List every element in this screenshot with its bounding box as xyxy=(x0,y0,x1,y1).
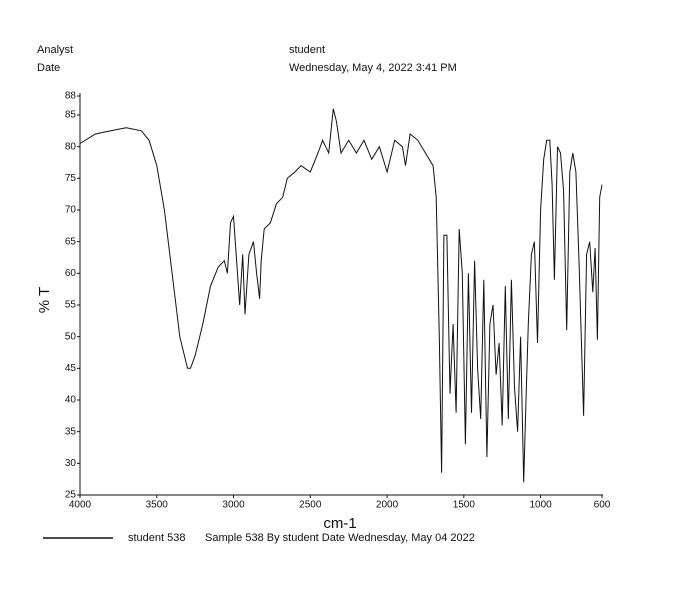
y-tick-label: 88 xyxy=(65,91,77,102)
x-tick-label: 1000 xyxy=(529,500,552,511)
header-label: Analyst xyxy=(37,44,73,56)
y-axis-label: % T xyxy=(36,287,53,313)
y-tick-label: 45 xyxy=(65,363,77,374)
x-axis-label: cm-1 xyxy=(323,515,356,532)
y-tick-label: 80 xyxy=(65,141,77,152)
x-tick-label: 4000 xyxy=(69,500,92,511)
x-tick-label: 2000 xyxy=(376,500,399,511)
legend-label: student 538 xyxy=(128,532,186,544)
x-tick-label: 2500 xyxy=(299,500,322,511)
y-tick-label: 70 xyxy=(65,205,77,216)
y-tick-label: 85 xyxy=(65,110,77,121)
y-tick-label: 25 xyxy=(65,490,77,501)
x-tick-label: 1500 xyxy=(453,500,476,511)
y-tick-label: 35 xyxy=(65,426,77,437)
x-tick-label: 3000 xyxy=(222,500,245,511)
spectrum-line xyxy=(79,108,603,483)
header-label: Date xyxy=(37,62,60,74)
y-tick-label: 50 xyxy=(65,331,77,342)
x-tick-label: 3500 xyxy=(146,500,169,511)
header-value: Wednesday, May 4, 2022 3:41 PM xyxy=(289,62,457,74)
header-value: student xyxy=(289,44,325,56)
x-tick-label: 600 xyxy=(594,500,611,511)
y-tick-label: 75 xyxy=(65,173,77,184)
y-tick-label: 30 xyxy=(65,458,77,469)
y-tick-label: 60 xyxy=(65,268,77,279)
y-tick-label: 55 xyxy=(65,300,77,311)
y-tick-label: 40 xyxy=(65,395,77,406)
legend-description: Sample 538 By student Date Wednesday, Ma… xyxy=(205,532,475,544)
y-tick-label: 65 xyxy=(65,236,77,247)
